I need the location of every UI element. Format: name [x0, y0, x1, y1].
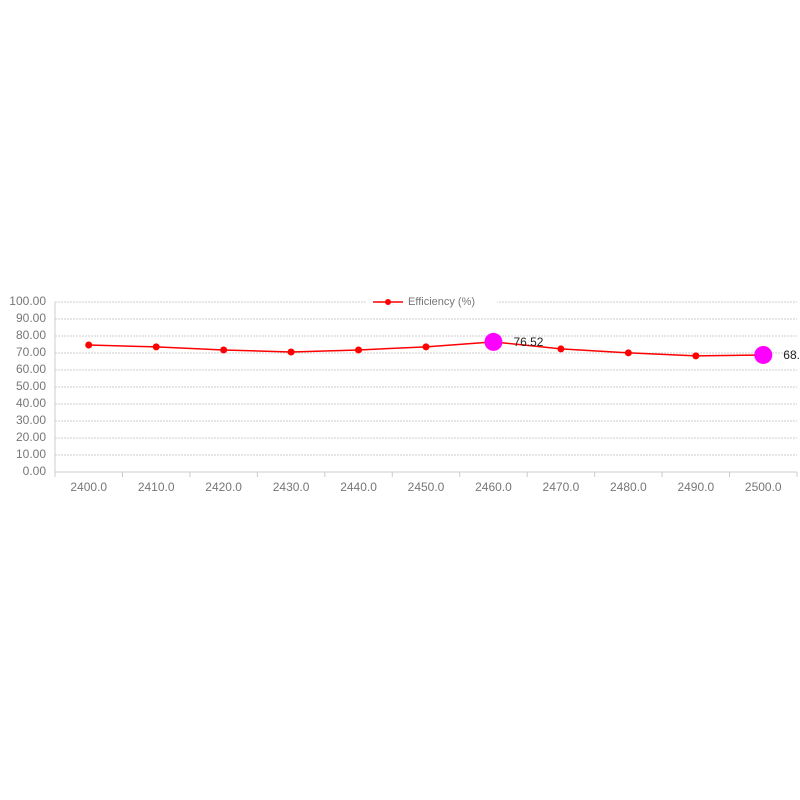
x-tick-label: 2410.0	[138, 480, 175, 494]
y-tick-label: 80.00	[16, 328, 46, 342]
legend-bg	[367, 294, 497, 310]
marker	[624, 349, 632, 357]
x-tick-label: 2500.0	[745, 480, 782, 494]
y-tick-label: 60.00	[16, 362, 46, 376]
data-label: 76.52	[513, 335, 543, 349]
legend-label: Efficiency (%)	[408, 296, 475, 308]
marker	[220, 346, 228, 354]
y-tick-label: 70.00	[16, 345, 46, 359]
marker	[85, 341, 93, 349]
marker	[152, 343, 160, 351]
highlight-marker	[484, 332, 503, 351]
y-tick-label: 0.00	[23, 464, 47, 478]
x-tick-label: 2400.0	[70, 480, 107, 494]
y-tick-label: 90.00	[16, 311, 46, 325]
x-tick-label: 2450.0	[408, 480, 445, 494]
x-tick-label: 2460.0	[475, 480, 512, 494]
y-tick-label: 30.00	[16, 413, 46, 427]
marker	[355, 346, 363, 354]
highlight-marker	[754, 345, 773, 364]
y-tick-label: 10.00	[16, 447, 46, 461]
y-tick-label: 20.00	[16, 430, 46, 444]
x-tick-label: 2440.0	[340, 480, 377, 494]
marker	[692, 352, 700, 360]
legend-marker	[385, 299, 391, 305]
y-tick-label: 50.00	[16, 379, 46, 393]
marker	[287, 348, 295, 356]
x-tick-label: 2430.0	[273, 480, 310, 494]
x-tick-label: 2490.0	[677, 480, 714, 494]
marker	[422, 343, 430, 351]
x-tick-label: 2470.0	[543, 480, 580, 494]
y-tick-label: 40.00	[16, 396, 46, 410]
data-label: 68.85	[783, 348, 800, 362]
x-tick-label: 2480.0	[610, 480, 647, 494]
y-tick-label: 100.00	[9, 294, 46, 308]
marker	[557, 345, 565, 353]
x-tick-label: 2420.0	[205, 480, 242, 494]
